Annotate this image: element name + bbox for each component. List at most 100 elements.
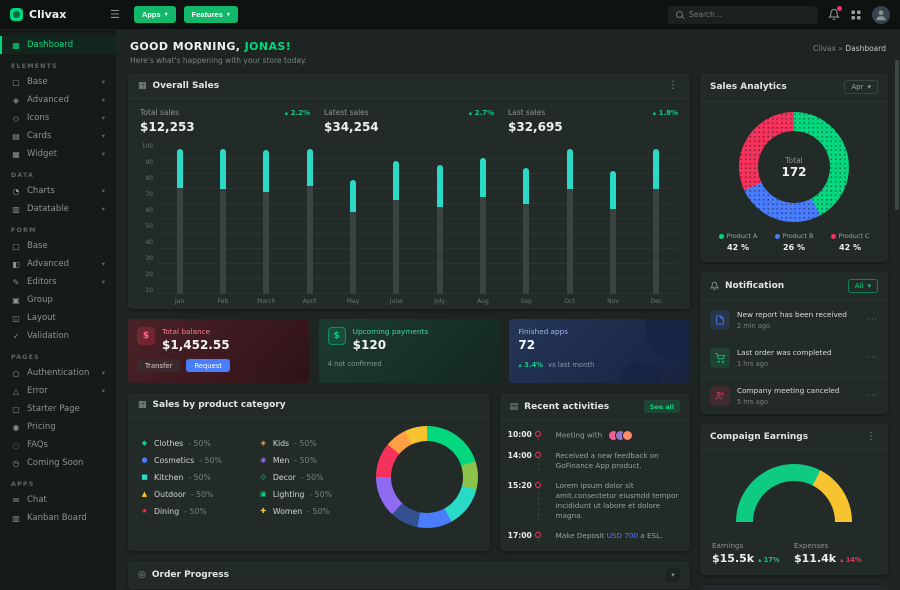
user-avatar[interactable] [872, 5, 890, 24]
overall-sales-yaxis: 100 90 80 70 60 50 40 30 20 10 [140, 144, 158, 294]
sidebar-item-starter-page[interactable]: ▢ Starter Page [0, 400, 116, 418]
see-all-button[interactable]: See all [643, 400, 680, 413]
category-label: Clothes [154, 438, 184, 448]
sidebar-item-dashboard[interactable]: ▦ Dashboard [0, 36, 116, 54]
sidebar-item-label: Pricing [27, 422, 56, 432]
sidebar-item-cards[interactable]: ▤ Cards ▾ [0, 127, 116, 145]
y-axis-label: 60 [145, 208, 153, 214]
sidebar-item-layout[interactable]: ◫ Layout [0, 309, 116, 327]
notification-icon-2 [710, 385, 730, 406]
sidebar-item-editors[interactable]: ✎ Editors ▾ [0, 273, 116, 291]
scrollbar[interactable] [895, 60, 899, 210]
kebab-menu-icon[interactable]: ⋮ [668, 80, 678, 91]
sidebar-item-error[interactable]: △ Error ▾ [0, 382, 116, 400]
bar-segment-base [219, 189, 226, 294]
bar-segment-base [393, 199, 400, 294]
y-axis-label: 80 [145, 176, 153, 182]
page-title: GOOD MORNING, JONAS! [130, 40, 307, 53]
sidebar-item-advanced[interactable]: ◧ Advanced ▾ [0, 255, 116, 273]
y-axis-label: 100 [141, 144, 153, 150]
chevron-down-icon: ▾ [101, 278, 105, 286]
sidebar-item-widget[interactable]: ▦ Widget ▾ [0, 145, 116, 163]
sidebar-item-authentication[interactable]: ○ Authentication ▾ [0, 364, 116, 382]
collapse-toggle-button[interactable]: ▾ [666, 568, 680, 582]
sidebar-item-icon: ▢ [12, 77, 20, 87]
category-item: ✚ Women - 50% [259, 503, 368, 520]
timeline-dot [535, 482, 542, 489]
overall-sales-chart: 100 90 80 70 60 50 40 30 20 10 Jan Feb March April Ma… [128, 136, 690, 309]
category-label: Kitchen [154, 472, 184, 482]
sidebar-item-chat[interactable]: ✉ Chat [0, 491, 116, 509]
timeline-dot [535, 452, 542, 458]
transfer-button[interactable]: Transfer [137, 359, 181, 372]
hamburger-menu-icon[interactable]: ☰ [110, 8, 120, 21]
meeting-avatars [608, 430, 634, 441]
sidebar-item-group[interactable]: ▣ Group [0, 291, 116, 309]
legend-item: Product A 42 % [710, 232, 766, 252]
sidebar-item-icon: ◫ [12, 313, 20, 323]
notification-item[interactable]: Last order was completed 1 hrs ago ··· [700, 339, 888, 377]
sidebar-item-base[interactable]: ▢ Base [0, 237, 116, 255]
sidebar-item-charts[interactable]: ◔ Charts ▾ [0, 182, 116, 200]
overall-sales-plot [158, 144, 678, 294]
payments-note: 4 not confirmed [327, 360, 382, 368]
timeline-line [535, 531, 550, 542]
more-options-icon[interactable]: ··· [867, 391, 878, 400]
sidebar-item-faqs[interactable]: ◌ FAQs [0, 436, 116, 454]
overall-sales-xlabels: Jan Feb March April May June July Aug Sep Oct Nov D… [158, 298, 678, 305]
search-input[interactable] [689, 10, 810, 19]
sidebar-item-pricing[interactable]: ◉ Pricing [0, 418, 116, 436]
sidebar-item-label: Base [27, 241, 48, 251]
sidebar-item-advanced[interactable]: ◈ Advanced ▾ [0, 91, 116, 109]
notification-item[interactable]: Company meeting canceled 5 hrs ago ··· [700, 377, 888, 414]
y-axis-label: 30 [145, 256, 153, 262]
more-options-icon[interactable]: ··· [867, 353, 878, 362]
search-box[interactable] [668, 5, 818, 24]
sidebar-item-label: Widget [27, 149, 57, 159]
greeting-block: GOOD MORNING, JONAS! Here's what's happe… [130, 40, 307, 65]
chevron-down-icon: ▾ [101, 369, 105, 377]
sidebar-item-coming-soon[interactable]: ◷ Coming Soon [0, 454, 116, 472]
bar-segment-sales [523, 168, 530, 204]
mini-trend-chart [700, 585, 888, 590]
sidebar-item-datatable[interactable]: ▥ Datatable ▾ [0, 200, 116, 218]
sidebar: ▦ Dashboard ELEMENTS ▢ Base ▾ ◈ Advanced ▾ ◇ Ico… [0, 30, 116, 590]
bar-column [245, 144, 288, 294]
meeting-avatar[interactable] [622, 430, 634, 441]
x-axis-label: Sep [520, 298, 532, 305]
sidebar-item-icons[interactable]: ◇ Icons ▾ [0, 109, 116, 127]
features-menu-button[interactable]: Features ▾ [183, 6, 238, 23]
brand[interactable]: Clivax [10, 8, 102, 21]
card-title: Notification [725, 281, 785, 291]
finished-apps-card: Finished apps 72 ▴ 3.4% vs last month [509, 319, 691, 383]
bar-segment-base [566, 189, 573, 294]
sidebar-item-validation[interactable]: ✓ Validation [0, 327, 116, 345]
notifications-bell-button[interactable] [828, 6, 842, 21]
more-options-icon[interactable]: ··· [867, 315, 878, 324]
sidebar-item-kanban-board[interactable]: ▥ Kanban Board [0, 509, 116, 527]
sidebar-item-base[interactable]: ▢ Base ▾ [0, 73, 116, 91]
sidebar-item-icon: ✓ [12, 331, 20, 341]
category-icon: ◇ [260, 473, 267, 481]
notification-filter-select[interactable]: All ▾ [847, 279, 878, 293]
greeting-text: GOOD MORNING, [130, 40, 241, 53]
category-item: ◈ Kids - 50% [259, 435, 368, 452]
recent-activities-card: ▤ Recent activities See all 10:00 Meetin… [499, 393, 690, 551]
category-percent: - 50% [184, 506, 207, 516]
period-select[interactable]: Apr ▾ [844, 80, 878, 94]
kebab-menu-icon[interactable]: ⋮ [866, 431, 876, 442]
sidebar-item-icon: ○ [12, 368, 20, 378]
breadcrumb-separator: » [838, 44, 843, 53]
apps-menu-button[interactable]: Apps ▾ [133, 6, 176, 23]
category-label: Cosmetics [154, 455, 195, 465]
payments-value: $120 [352, 338, 387, 352]
notification-item[interactable]: New report has been received 2 min ago ·… [700, 301, 888, 339]
category-percent: - 50% [307, 506, 330, 516]
request-button[interactable]: Request [186, 359, 230, 372]
y-axis-label: 90 [145, 160, 153, 166]
apps-grid-button[interactable] [850, 9, 862, 21]
x-axis-label: July [434, 298, 446, 305]
legend-dot-2 [830, 233, 836, 239]
breadcrumb-root[interactable]: Clivax [813, 44, 836, 53]
bar-segment-sales [219, 148, 226, 189]
